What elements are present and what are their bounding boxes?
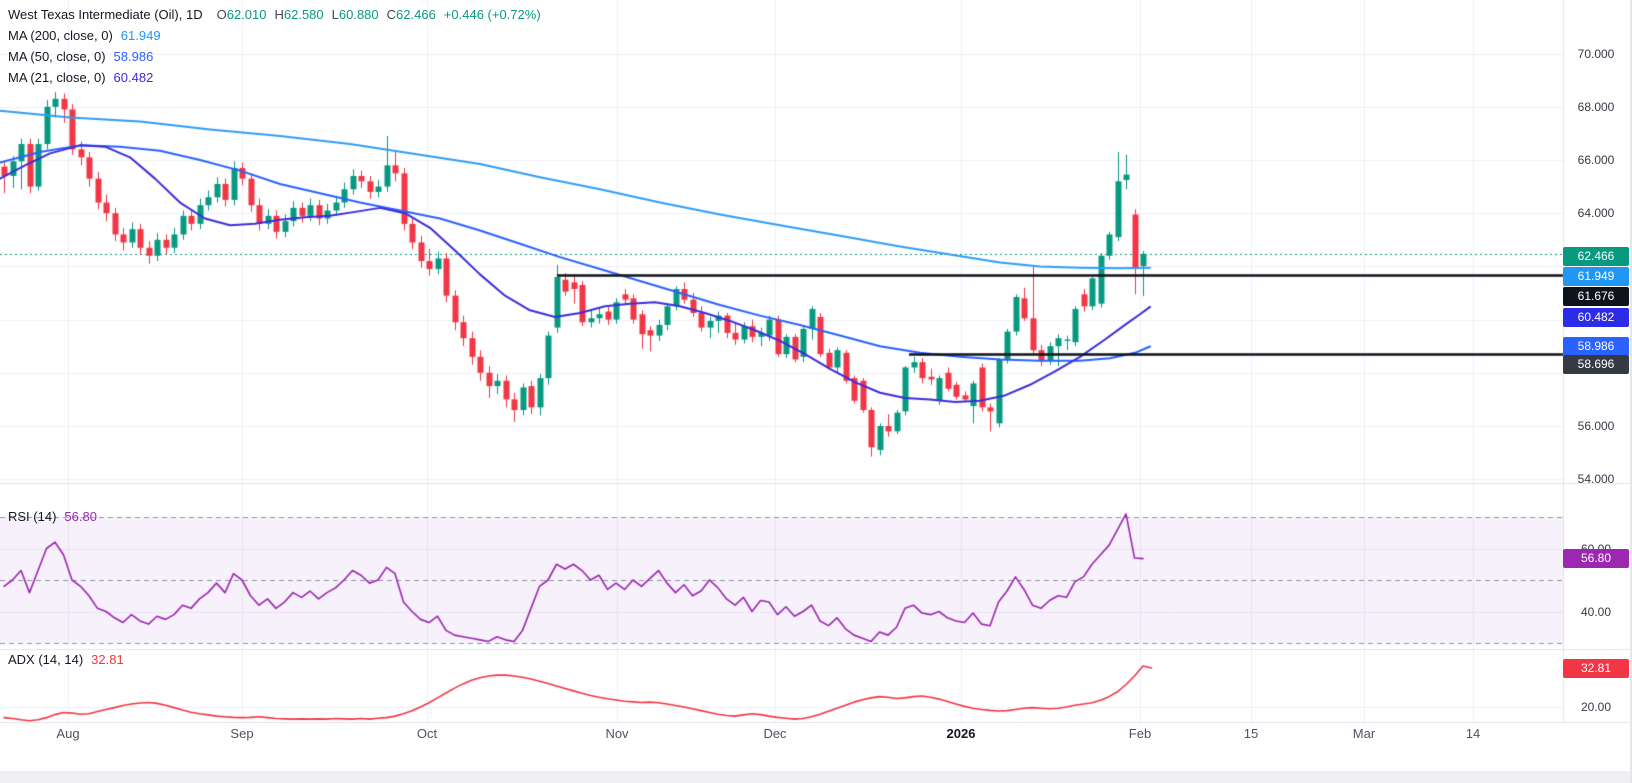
ma-legend: MA (200, close, 0) 61.949 MA (50, close, 0… [8, 25, 541, 88]
axis-label: 56.000 [1577, 418, 1615, 433]
axis-label: 66.000 [1577, 152, 1615, 167]
axis-label: 40.00 [1580, 604, 1612, 619]
high-label: H [274, 7, 284, 22]
axis-label: 20.00 [1580, 700, 1612, 714]
axis-label: 70.000 [1577, 46, 1615, 61]
axis-label: 68.000 [1577, 99, 1615, 114]
price-badge: 58.986 [1563, 336, 1629, 356]
time-axis-label: 2026 [946, 726, 976, 741]
price-badge: 61.949 [1563, 266, 1629, 286]
ma-legend-row-0[interactable]: MA (200, close, 0) 61.949 [8, 25, 541, 46]
rsi-value: 56.80 [64, 509, 97, 524]
rsi-label: RSI (14) [8, 509, 57, 524]
ma-label: MA (21, close, 0) [8, 70, 106, 85]
price-badge: 61.676 [1563, 286, 1629, 306]
adx-value: 32.81 [91, 652, 124, 667]
ma-legend-row-1[interactable]: MA (50, close, 0) 58.986 [8, 46, 541, 67]
ma-legend-row-2[interactable]: MA (21, close, 0) 60.482 [8, 67, 541, 88]
high-value: 62.580 [283, 7, 324, 22]
open-label: O [216, 7, 227, 22]
open-value: 62.010 [226, 7, 267, 22]
low-label: L [331, 7, 339, 22]
ma-value: 60.482 [113, 70, 154, 85]
ma-label: MA (50, close, 0) [8, 49, 106, 64]
low-value: 60.880 [338, 7, 379, 22]
ma-value: 61.949 [120, 28, 161, 43]
time-axis-label: Sep [230, 726, 254, 741]
rsi-badge: 56.80 [1563, 549, 1629, 569]
adx-badge: 32.81 [1563, 658, 1629, 678]
adx-label: ADX (14, 14) [8, 652, 84, 667]
time-axis-label: Dec [763, 726, 787, 741]
time-axis-label: Nov [605, 726, 629, 741]
bottom-strip [0, 771, 1632, 783]
rsi-legend-row[interactable]: RSI (14) 56.80 [8, 509, 97, 524]
close-value: 62.466 [396, 7, 436, 22]
symbol-title: West Texas Intermediate (Oil), 1D [8, 7, 203, 22]
time-axis-label: Feb [1128, 726, 1152, 741]
symbol-legend-row[interactable]: West Texas Intermediate (Oil), 1D O 62.01… [8, 4, 541, 25]
time-axis-label: Aug [56, 726, 80, 741]
adx-legend-row[interactable]: ADX (14, 14) 32.81 [8, 652, 124, 667]
time-axis-label: 15 [1243, 726, 1259, 741]
axis-label: 54.000 [1577, 472, 1615, 487]
time-axis-label: 14 [1465, 726, 1481, 741]
time-axis-label: Oct [416, 726, 438, 741]
close-label: C [386, 7, 397, 22]
time-axis-label: Mar [1352, 726, 1376, 741]
right-edge-divider [1630, 0, 1632, 783]
price-badge: 60.482 [1563, 307, 1629, 327]
price-badge: 58.696 [1563, 354, 1629, 374]
ma-label: MA (200, close, 0) [8, 28, 113, 43]
axis-label: 64.000 [1577, 206, 1615, 221]
price-badge: 62.466 [1563, 246, 1629, 266]
ma-value: 58.986 [113, 49, 154, 64]
chart-legend: West Texas Intermediate (Oil), 1D O 62.01… [8, 4, 541, 88]
change-value: +0.446 (+0.72%) [443, 7, 541, 22]
